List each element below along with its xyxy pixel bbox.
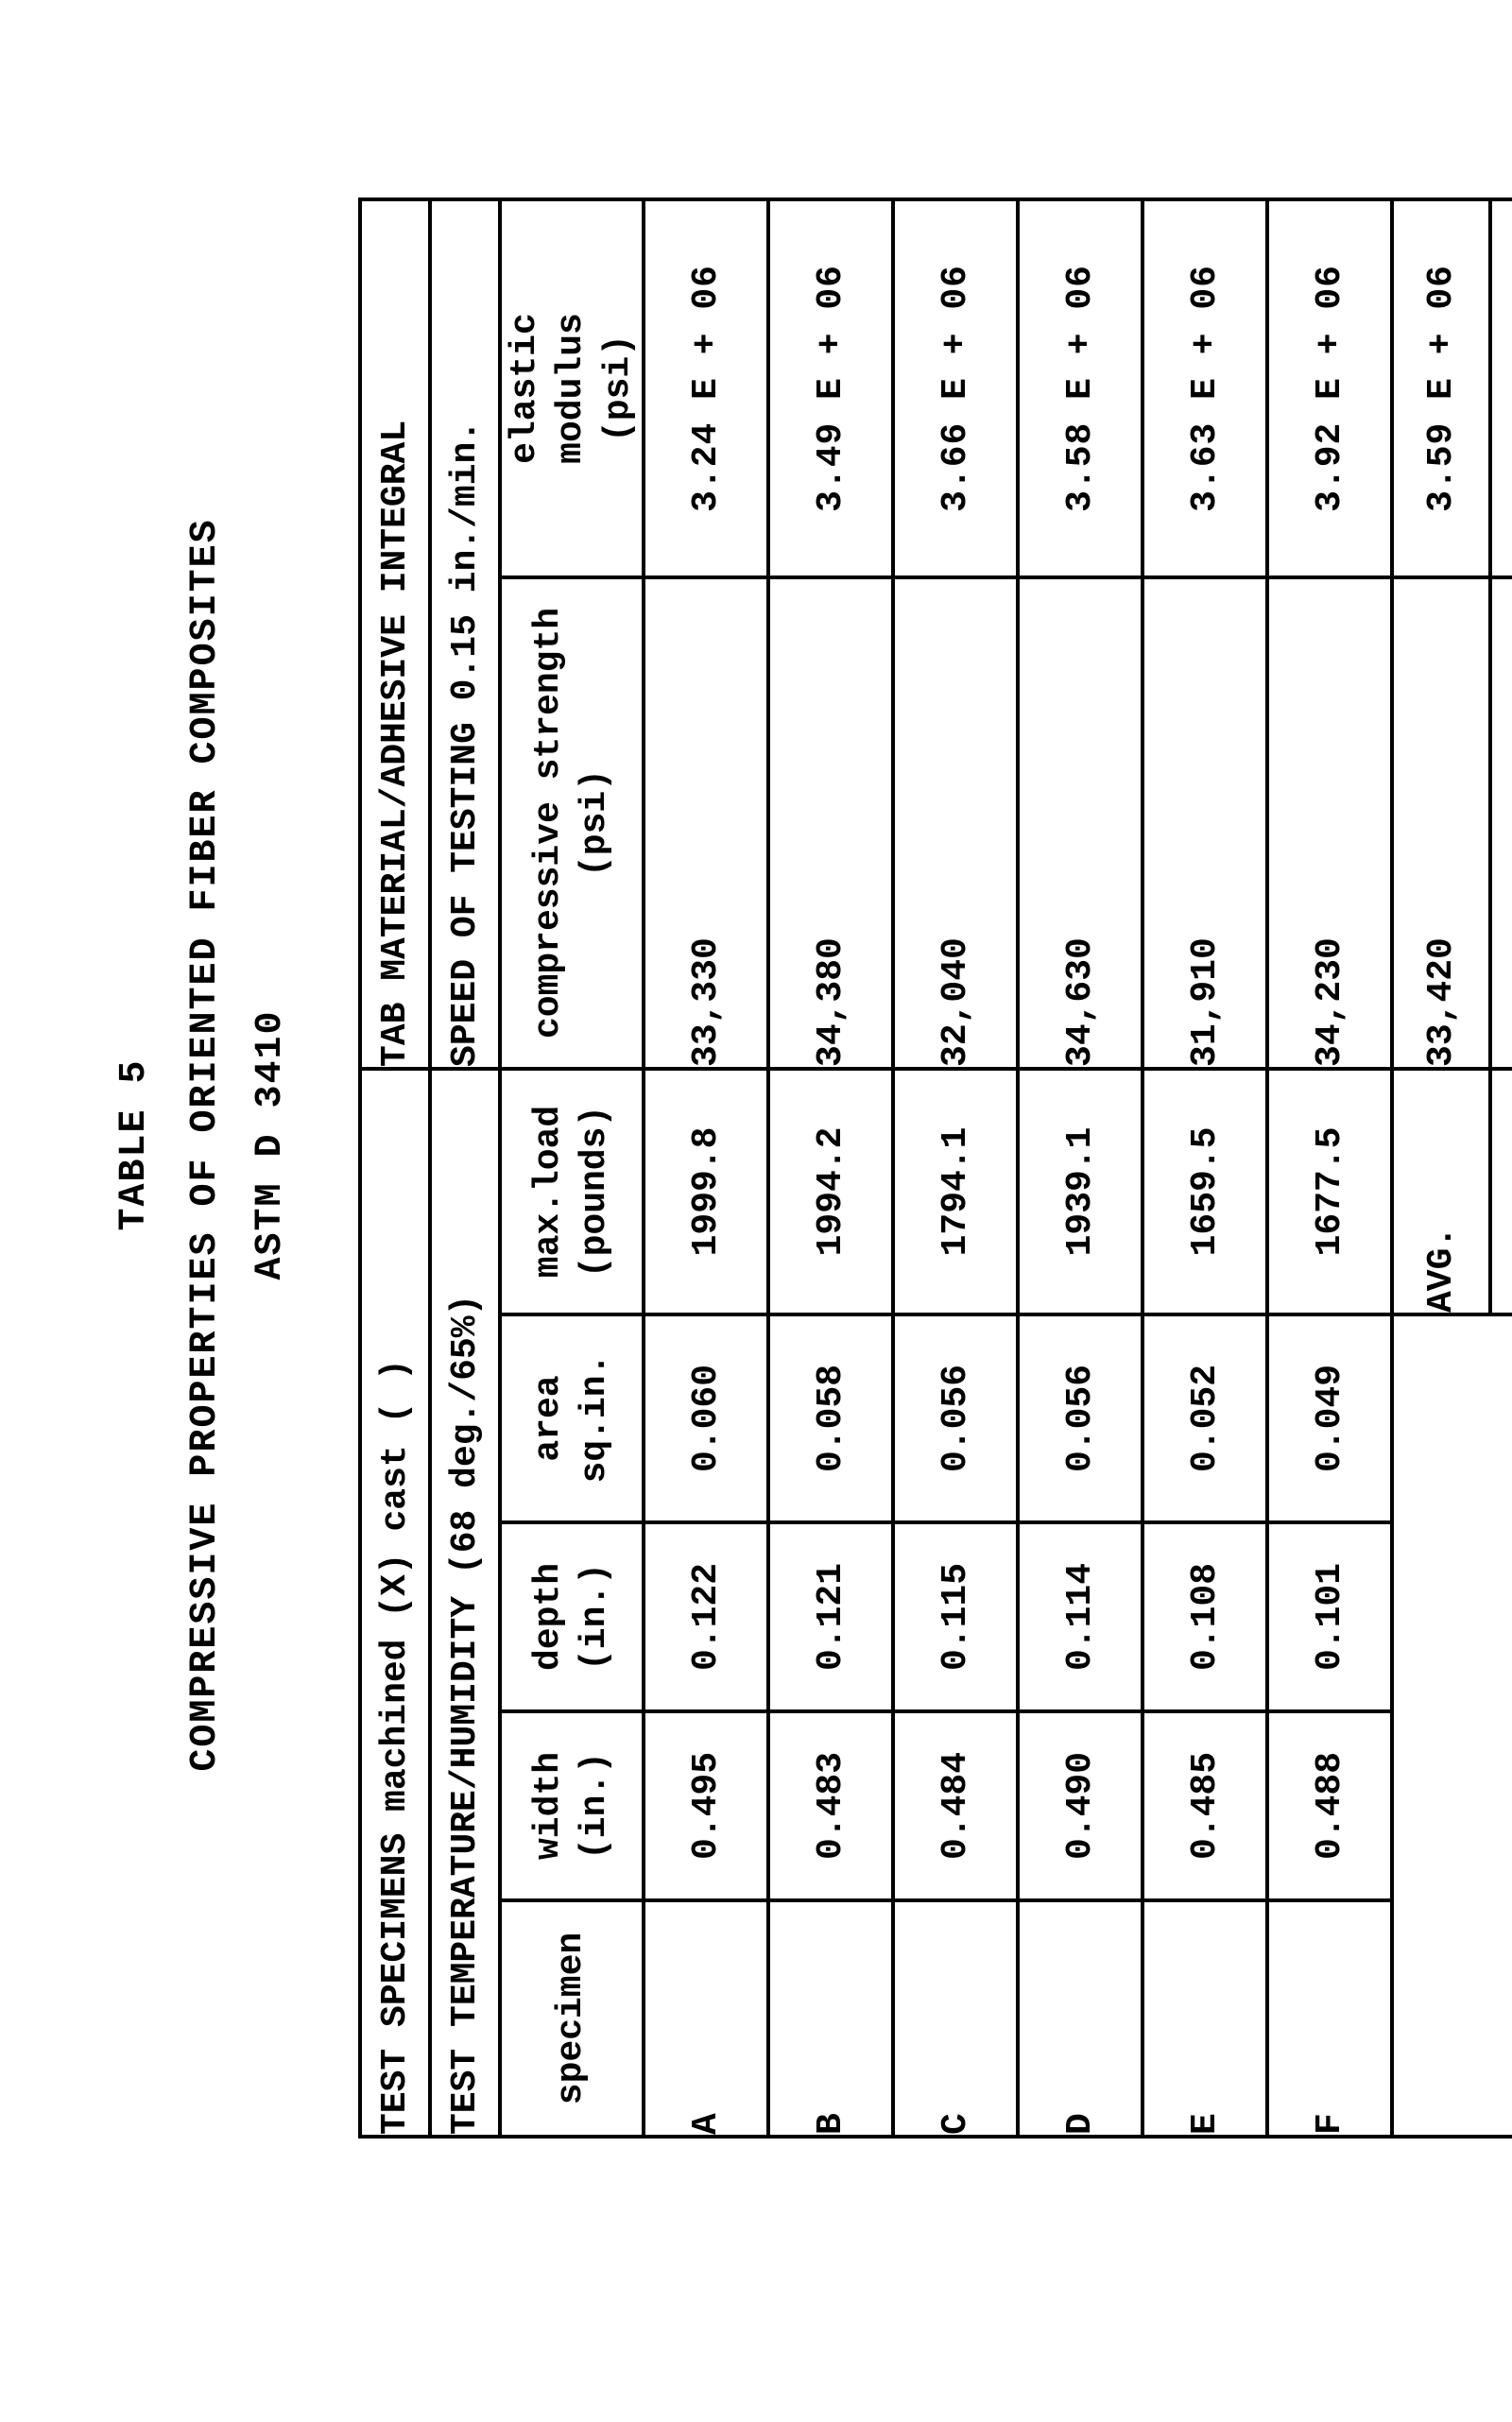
col-mod: elastic modulus (psi)	[500, 199, 644, 577]
cell-load: 1677.5	[1267, 1069, 1392, 1314]
title-main: COMPRESSIVE PROPERTIES OF ORIENTED FIBER…	[184, 151, 227, 2139]
col-area-l1: area	[528, 1375, 569, 1461]
table-row: F 0.488 0.101 0.049 1677.5 34,230 3.92 E…	[1267, 199, 1392, 2137]
cell-load: 1994.2	[768, 1069, 893, 1314]
cell-depth: 0.122	[644, 1522, 768, 1711]
cell-specimen: F	[1267, 1900, 1392, 2137]
hdr-tab-material: TAB MATERIAL/ADHESIVE INTEGRAL	[360, 199, 430, 1069]
avg-comp: 33,420	[1392, 577, 1490, 1069]
content: TABLE 5 COMPRESSIVE PROPERTIES OF ORIENT…	[0, 0, 1512, 2422]
cell-comp: 33,330	[644, 577, 768, 1069]
col-width: width (in.)	[500, 1711, 644, 1900]
column-header-row: specimen width (in.) depth (in.) area sq…	[500, 199, 644, 2137]
cell-specimen: D	[1018, 1900, 1143, 2137]
table-row: E 0.485 0.108 0.052 1659.5 31,910 3.63 E…	[1143, 199, 1267, 2137]
col-depth-l1: depth	[528, 1563, 569, 1671]
col-depth: depth (in.)	[500, 1522, 644, 1711]
hdr-temp-humidity: TEST TEMPERATURE/HUMIDITY (68 deg./65%)	[430, 1069, 500, 2137]
header-row-2: TEST TEMPERATURE/HUMIDITY (68 deg./65%) …	[430, 199, 500, 2137]
col-mod-l3: (psi)	[595, 201, 642, 575]
col-mod-l1: elastic	[505, 313, 545, 464]
cell-load: 1999.8	[644, 1069, 768, 1314]
col-load: max.load (pounds)	[500, 1069, 644, 1314]
cell-comp: 32,040	[893, 577, 1018, 1069]
cell-depth: 0.115	[893, 1522, 1018, 1711]
col-depth-l2: (in.)	[572, 1524, 618, 1709]
col-width-l2: (in.)	[572, 1713, 618, 1898]
cell-depth: 0.101	[1267, 1522, 1392, 1711]
col-comp-l2: (psi)	[572, 579, 618, 1067]
cell-area: 0.049	[1267, 1314, 1392, 1522]
cell-load: 1794.1	[893, 1069, 1018, 1314]
cell-specimen: E	[1143, 1900, 1267, 2137]
cell-width: 0.490	[1018, 1711, 1143, 1900]
cell-specimen: B	[768, 1900, 893, 2137]
col-load-l2: (pounds)	[572, 1071, 618, 1313]
col-mod-l2: modulus	[548, 201, 594, 575]
cell-width: 0.495	[644, 1711, 768, 1900]
cell-specimen: A	[644, 1900, 768, 2137]
cell-width: 0.484	[893, 1711, 1018, 1900]
cell-mod: 3.24 E + 06	[644, 199, 768, 577]
cell-comp: 34,230	[1267, 577, 1392, 1069]
cell-mod: 3.92 E + 06	[1267, 199, 1392, 577]
stddev-comp: 1,202	[1490, 577, 1512, 1069]
cell-width: 0.488	[1267, 1711, 1392, 1900]
title-standard: ASTM D 3410	[249, 151, 292, 2139]
data-table: TEST SPECIMENS machined (X) cast ( ) TAB…	[358, 198, 1512, 2139]
cell-comp: 31,910	[1143, 577, 1267, 1069]
cell-comp: 34,630	[1018, 577, 1143, 1069]
cell-depth: 0.121	[768, 1522, 893, 1711]
col-comp-l1: compressive strength	[528, 608, 569, 1039]
cell-area: 0.058	[768, 1314, 893, 1522]
cell-comp: 34,380	[768, 577, 893, 1069]
col-specimen: specimen	[500, 1900, 644, 2137]
col-specimen-l1: specimen	[551, 1932, 592, 2104]
cell-width: 0.485	[1143, 1711, 1267, 1900]
header-row-1: TEST SPECIMENS machined (X) cast ( ) TAB…	[360, 199, 430, 2137]
cell-specimen: C	[893, 1900, 1018, 2137]
blank-gap	[1392, 1314, 1512, 2137]
cell-depth: 0.108	[1143, 1522, 1267, 1711]
col-load-l1: max.load	[528, 1106, 569, 1278]
cell-mod: 3.58 E + 06	[1018, 199, 1143, 577]
table-row: B 0.483 0.121 0.058 1994.2 34,380 3.49 E…	[768, 199, 893, 2137]
label-avg: AVG.	[1392, 1069, 1490, 1314]
cell-load: 1659.5	[1143, 1069, 1267, 1314]
cell-mod: 3.63 E + 06	[1143, 199, 1267, 577]
hdr-speed: SPEED OF TESTING 0.15 in./min.	[430, 199, 500, 1069]
avg-mod: 3.59 E + 06	[1392, 199, 1490, 577]
col-area: area sq.in.	[500, 1314, 644, 1522]
table-row: C 0.484 0.115 0.056 1794.1 32,040 3.66 E…	[893, 199, 1018, 2137]
cell-area: 0.052	[1143, 1314, 1267, 1522]
title-table-number: TABLE 5	[113, 151, 156, 2139]
row-avg: AVG. 33,420 3.59 E + 06	[1392, 199, 1490, 2137]
cell-depth: 0.114	[1018, 1522, 1143, 1711]
rotated-canvas: TABLE 5 COMPRESSIVE PROPERTIES OF ORIENT…	[0, 0, 1512, 2422]
cell-area: 0.056	[893, 1314, 1018, 1522]
cell-mod: 3.66 E + 06	[893, 199, 1018, 577]
cell-width: 0.483	[768, 1711, 893, 1900]
cell-area: 0.056	[1018, 1314, 1143, 1522]
col-area-l2: sq.in.	[572, 1316, 618, 1520]
table-row: A 0.495 0.122 0.060 1999.8 33,330 3.24 E…	[644, 199, 768, 2137]
table-row: D 0.490 0.114 0.056 1939.1 34,630 3.58 E…	[1018, 199, 1143, 2137]
label-stddev: STD.DEV.	[1490, 1069, 1512, 1314]
hdr-specimens: TEST SPECIMENS machined (X) cast ( )	[360, 1069, 430, 2137]
page: TABLE 5 COMPRESSIVE PROPERTIES OF ORIENT…	[0, 0, 1512, 2422]
col-comp: compressive strength (psi)	[500, 577, 644, 1069]
col-width-l1: width	[528, 1752, 569, 1860]
cell-mod: 3.49 E + 06	[768, 199, 893, 577]
cell-area: 0.060	[644, 1314, 768, 1522]
stddev-mod: 2.23 E + 05	[1490, 199, 1512, 577]
cell-load: 1939.1	[1018, 1069, 1143, 1314]
